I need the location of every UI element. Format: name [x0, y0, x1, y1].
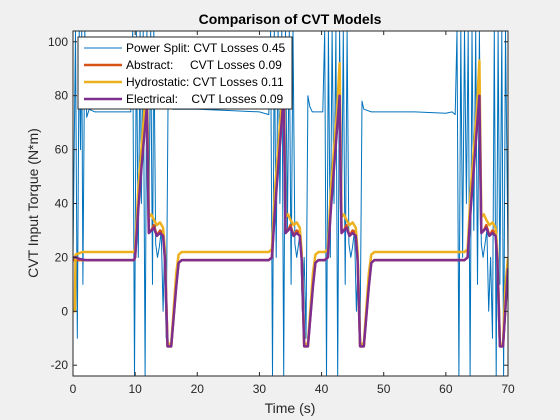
x-axis: 0 10 20 30 40 50 60 70: [70, 31, 515, 396]
x-tick-label: 0: [70, 382, 77, 396]
x-tick-label: 60: [439, 382, 453, 396]
legend-box: [77, 36, 293, 110]
y-axis-label: CVT Input Torque (N*m): [25, 128, 41, 278]
y-tick-label: 60: [55, 143, 69, 157]
y-tick-label: 100: [48, 35, 68, 49]
x-tick-label: 40: [315, 382, 329, 396]
y-tick-label: 20: [55, 250, 69, 264]
x-tick-label: 70: [501, 382, 515, 396]
legend: Power Split: CVT Losses 0.45 Abstract: CV…: [77, 36, 293, 110]
series-line-3: [73, 59, 508, 345]
legend-label-2: Abstract: CVT Losses 0.09: [126, 58, 282, 72]
x-tick-label: 50: [377, 382, 391, 396]
x-tick-label: 20: [191, 382, 205, 396]
x-axis-label: Time (s): [265, 400, 316, 416]
chart-title: Comparison of CVT Models: [199, 11, 382, 27]
legend-label-4: Electrical: CVT Losses 0.09: [126, 92, 284, 106]
legend-label-1: Power Split: CVT Losses 0.45: [126, 41, 286, 55]
y-tick-label: -20: [51, 358, 69, 372]
y-tick-label: 0: [61, 304, 68, 318]
y-axis: -20 0 20 40 60 80 100: [48, 35, 508, 372]
x-tick-label: 10: [128, 382, 142, 396]
legend-label-3: Hydrostatic: CVT Losses 0.11: [126, 75, 284, 89]
series-line-4: [73, 94, 508, 348]
y-tick-label: 40: [55, 197, 69, 211]
x-tick-label: 30: [253, 382, 267, 396]
y-tick-label: 80: [55, 89, 69, 103]
series-layer: [73, 31, 508, 376]
